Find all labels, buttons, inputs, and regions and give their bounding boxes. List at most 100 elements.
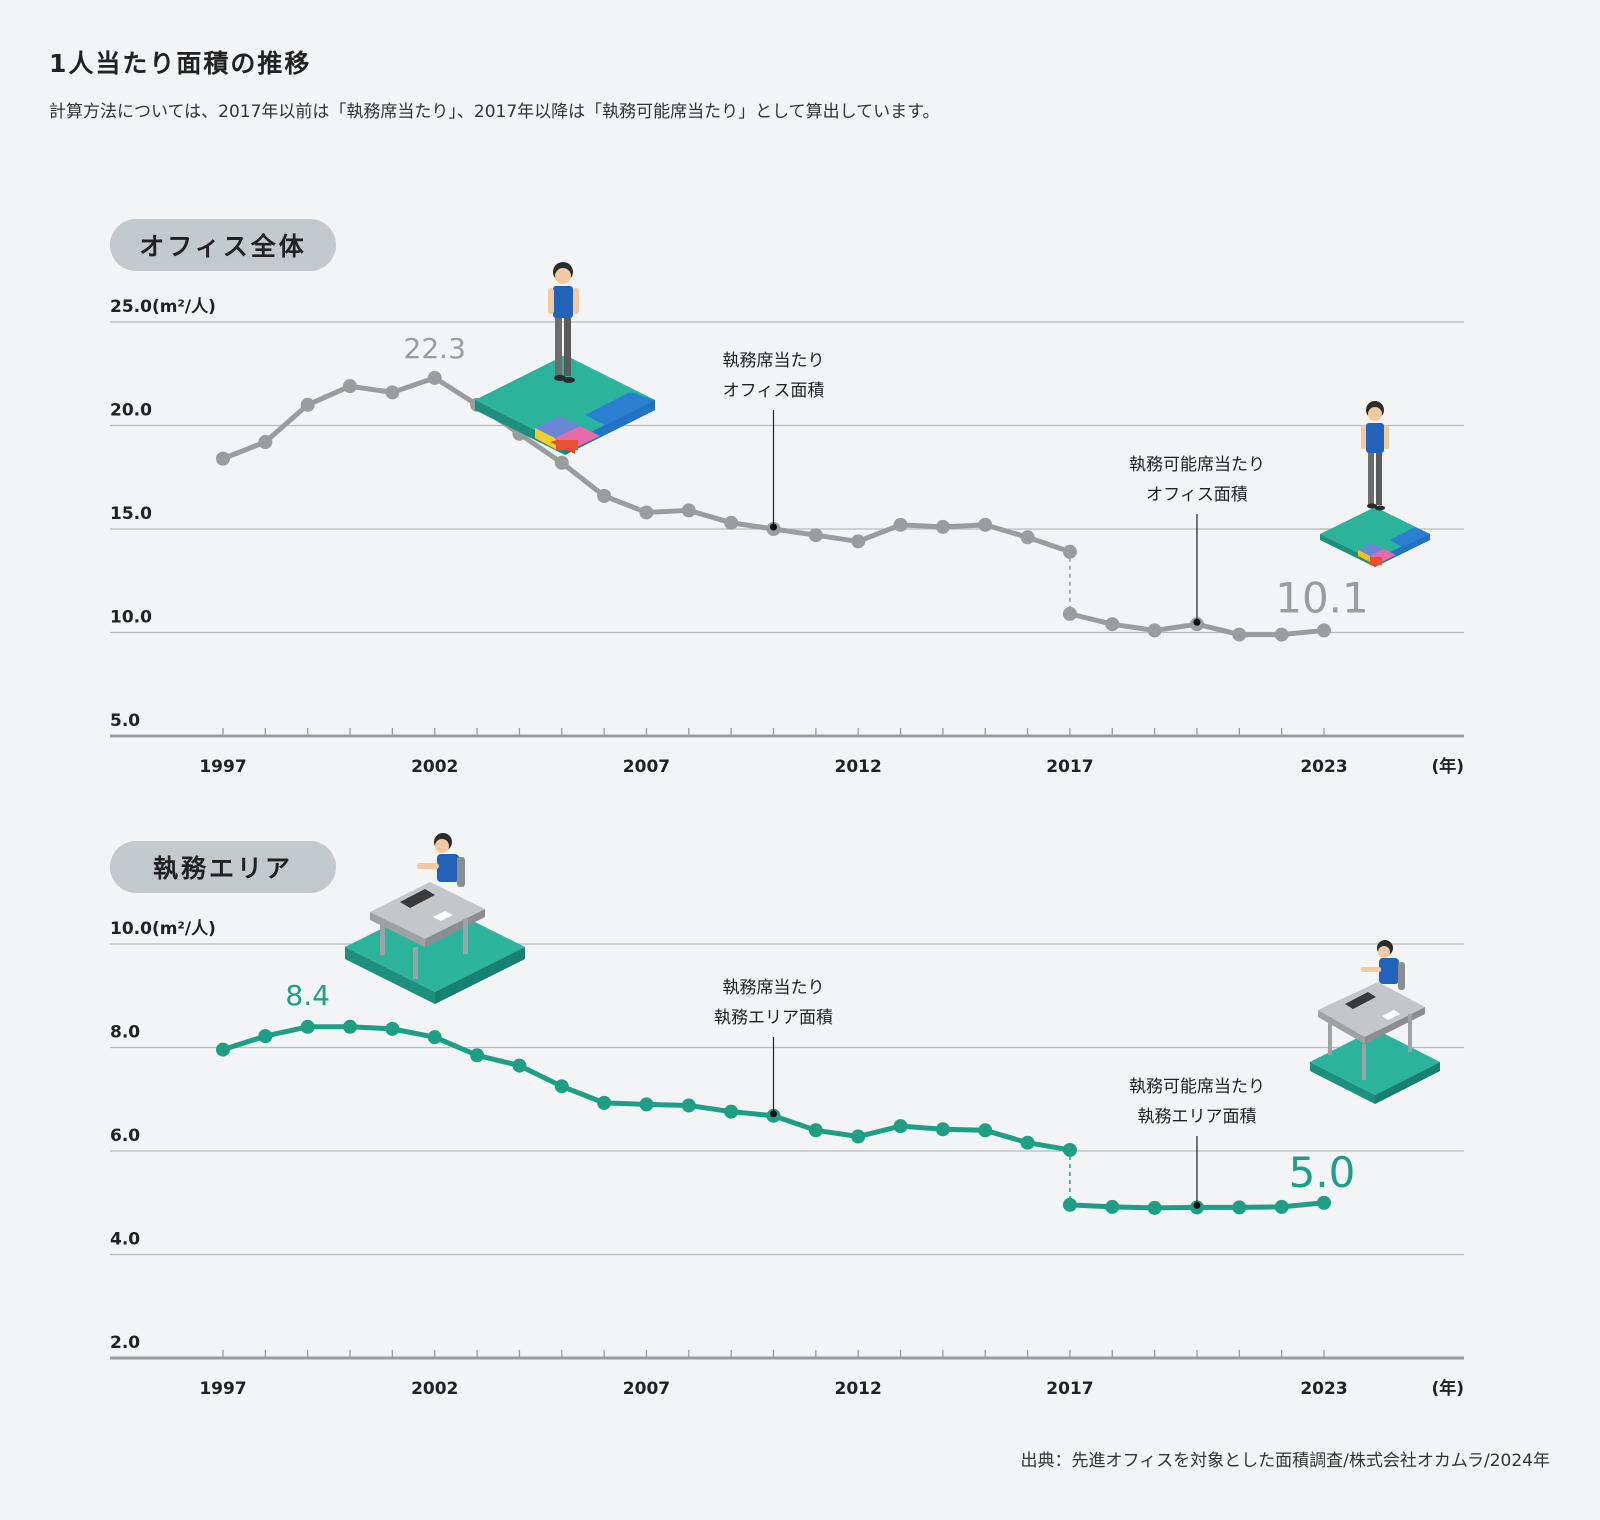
data-point — [935, 519, 950, 534]
y-tick-label: 25.0(m²/人) — [110, 297, 216, 317]
x-tick-label: 2023 — [1300, 757, 1347, 777]
annotation-text: 執務席当たり — [723, 978, 825, 998]
data-point — [639, 505, 654, 520]
y-tick-label: 8.0 — [110, 1023, 140, 1043]
annotation-text: 執務エリア面積 — [1137, 1107, 1256, 1127]
data-point — [1274, 1199, 1289, 1214]
data-point — [681, 1098, 696, 1113]
desk-illustration-small — [1310, 940, 1440, 1104]
office-floor-illustration-small — [1320, 401, 1430, 567]
x-tick-label: 2002 — [411, 757, 458, 777]
peak-value-label: 22.3 — [404, 332, 466, 365]
data-point — [893, 517, 908, 532]
chart-office-plot: 5.0 10.0 15.0 20.0 25.0(m²/人) 1997 2002 2007 201… — [110, 297, 1464, 777]
data-point — [597, 488, 612, 503]
data-point — [1020, 1135, 1035, 1150]
office-area-chart: 5.0 10.0 15.0 20.0 25.0(m²/人) 1997 2002 2007 201… — [110, 262, 1464, 777]
y-tick-label: 15.0 — [110, 504, 152, 524]
data-point — [1105, 1199, 1120, 1214]
source-note: 出典：先進オフィスを対象とした面積調査/株式会社オカムラ/2024年 — [1020, 1451, 1550, 1471]
data-point — [1062, 1142, 1077, 1157]
data-point — [1062, 544, 1077, 559]
data-point — [639, 1097, 654, 1112]
data-point — [893, 1119, 908, 1134]
office-floor-illustration — [475, 262, 655, 455]
data-point — [343, 379, 358, 394]
y-tick-label: 10.0 — [110, 608, 152, 628]
annotation-dot — [770, 523, 777, 531]
y-tick-label: 6.0 — [110, 1126, 140, 1146]
data-point — [300, 1019, 315, 1034]
annotation-dot — [770, 1110, 777, 1118]
data-point — [427, 1030, 442, 1045]
data-point — [470, 1048, 485, 1063]
x-tick-label: 2023 — [1300, 1379, 1347, 1399]
data-point — [1317, 1195, 1331, 1210]
chart-work-plot: 2.0 4.0 6.0 8.0 10.0(m²/人) 1997 2002 2007 2012 20… — [110, 919, 1464, 1399]
annotation-dot — [1193, 618, 1201, 626]
data-point — [427, 370, 442, 385]
data-point — [300, 397, 315, 412]
annotation-text: オフィス面積 — [723, 381, 825, 401]
data-point — [597, 1095, 612, 1110]
data-point — [681, 503, 696, 518]
data-point — [385, 1021, 400, 1036]
x-tick-label: 2007 — [623, 1379, 670, 1399]
last-value-label: 5.0 — [1289, 1148, 1356, 1197]
annotation-text: オフィス面積 — [1146, 485, 1248, 505]
data-point — [258, 435, 273, 450]
y-tick-label: 5.0 — [110, 711, 140, 731]
annotation-text: 執務エリア面積 — [714, 1008, 833, 1028]
data-point — [1062, 1197, 1077, 1212]
peak-value-label: 8.4 — [285, 979, 330, 1012]
data-point — [216, 1042, 230, 1057]
data-point — [851, 534, 866, 549]
data-point — [1232, 1200, 1247, 1215]
annotation-text: 執務可能席当たり — [1129, 455, 1265, 475]
x-tick-label: 1997 — [199, 1379, 246, 1399]
x-tick-label: 2002 — [411, 1379, 458, 1399]
data-point — [808, 528, 823, 543]
data-point — [1062, 606, 1077, 621]
annotation-dot — [1193, 1201, 1201, 1209]
data-point — [512, 1058, 527, 1073]
x-unit-label: (年) — [1431, 1378, 1464, 1399]
data-point — [724, 515, 739, 530]
y-tick-label: 20.0 — [110, 401, 152, 421]
x-tick-label: 2012 — [835, 1379, 882, 1399]
annotation-text: 執務可能席当たり — [1129, 1077, 1265, 1097]
y-tick-label: 2.0 — [110, 1333, 140, 1353]
x-tick-label: 2007 — [623, 757, 670, 777]
x-tick-label: 2012 — [835, 757, 882, 777]
data-point — [808, 1123, 823, 1138]
data-point — [1147, 623, 1162, 638]
data-point — [724, 1104, 739, 1119]
data-point — [978, 517, 993, 532]
data-point — [851, 1129, 866, 1144]
desk-illustration — [345, 833, 525, 1004]
data-point — [1105, 617, 1120, 632]
data-point — [554, 455, 569, 470]
data-point — [385, 385, 400, 400]
data-point — [1274, 627, 1289, 642]
last-value-label: 10.1 — [1275, 573, 1369, 622]
x-tick-label: 1997 — [199, 757, 246, 777]
section-label-work: 執務エリア — [110, 841, 336, 893]
page-subtitle: 計算方法については、2017年以前は「執務席当たり」、2017年以降は「執務可能… — [49, 102, 940, 122]
data-point — [1317, 623, 1331, 638]
y-tick-label: 4.0 — [110, 1230, 140, 1250]
data-point — [935, 1122, 950, 1137]
section-label-office: オフィス全体 — [110, 219, 336, 271]
data-point — [1232, 627, 1247, 642]
data-point — [258, 1029, 273, 1044]
data-point — [216, 451, 230, 466]
data-point — [554, 1079, 569, 1094]
x-unit-label: (年) — [1431, 756, 1464, 777]
data-point — [978, 1123, 993, 1138]
y-tick-label: 10.0(m²/人) — [110, 919, 216, 939]
x-tick-label: 2017 — [1046, 1379, 1093, 1399]
data-point — [1020, 530, 1035, 545]
data-point — [1147, 1200, 1162, 1215]
data-point — [343, 1019, 358, 1034]
page-title: 1人当たり面積の推移 — [49, 49, 312, 78]
